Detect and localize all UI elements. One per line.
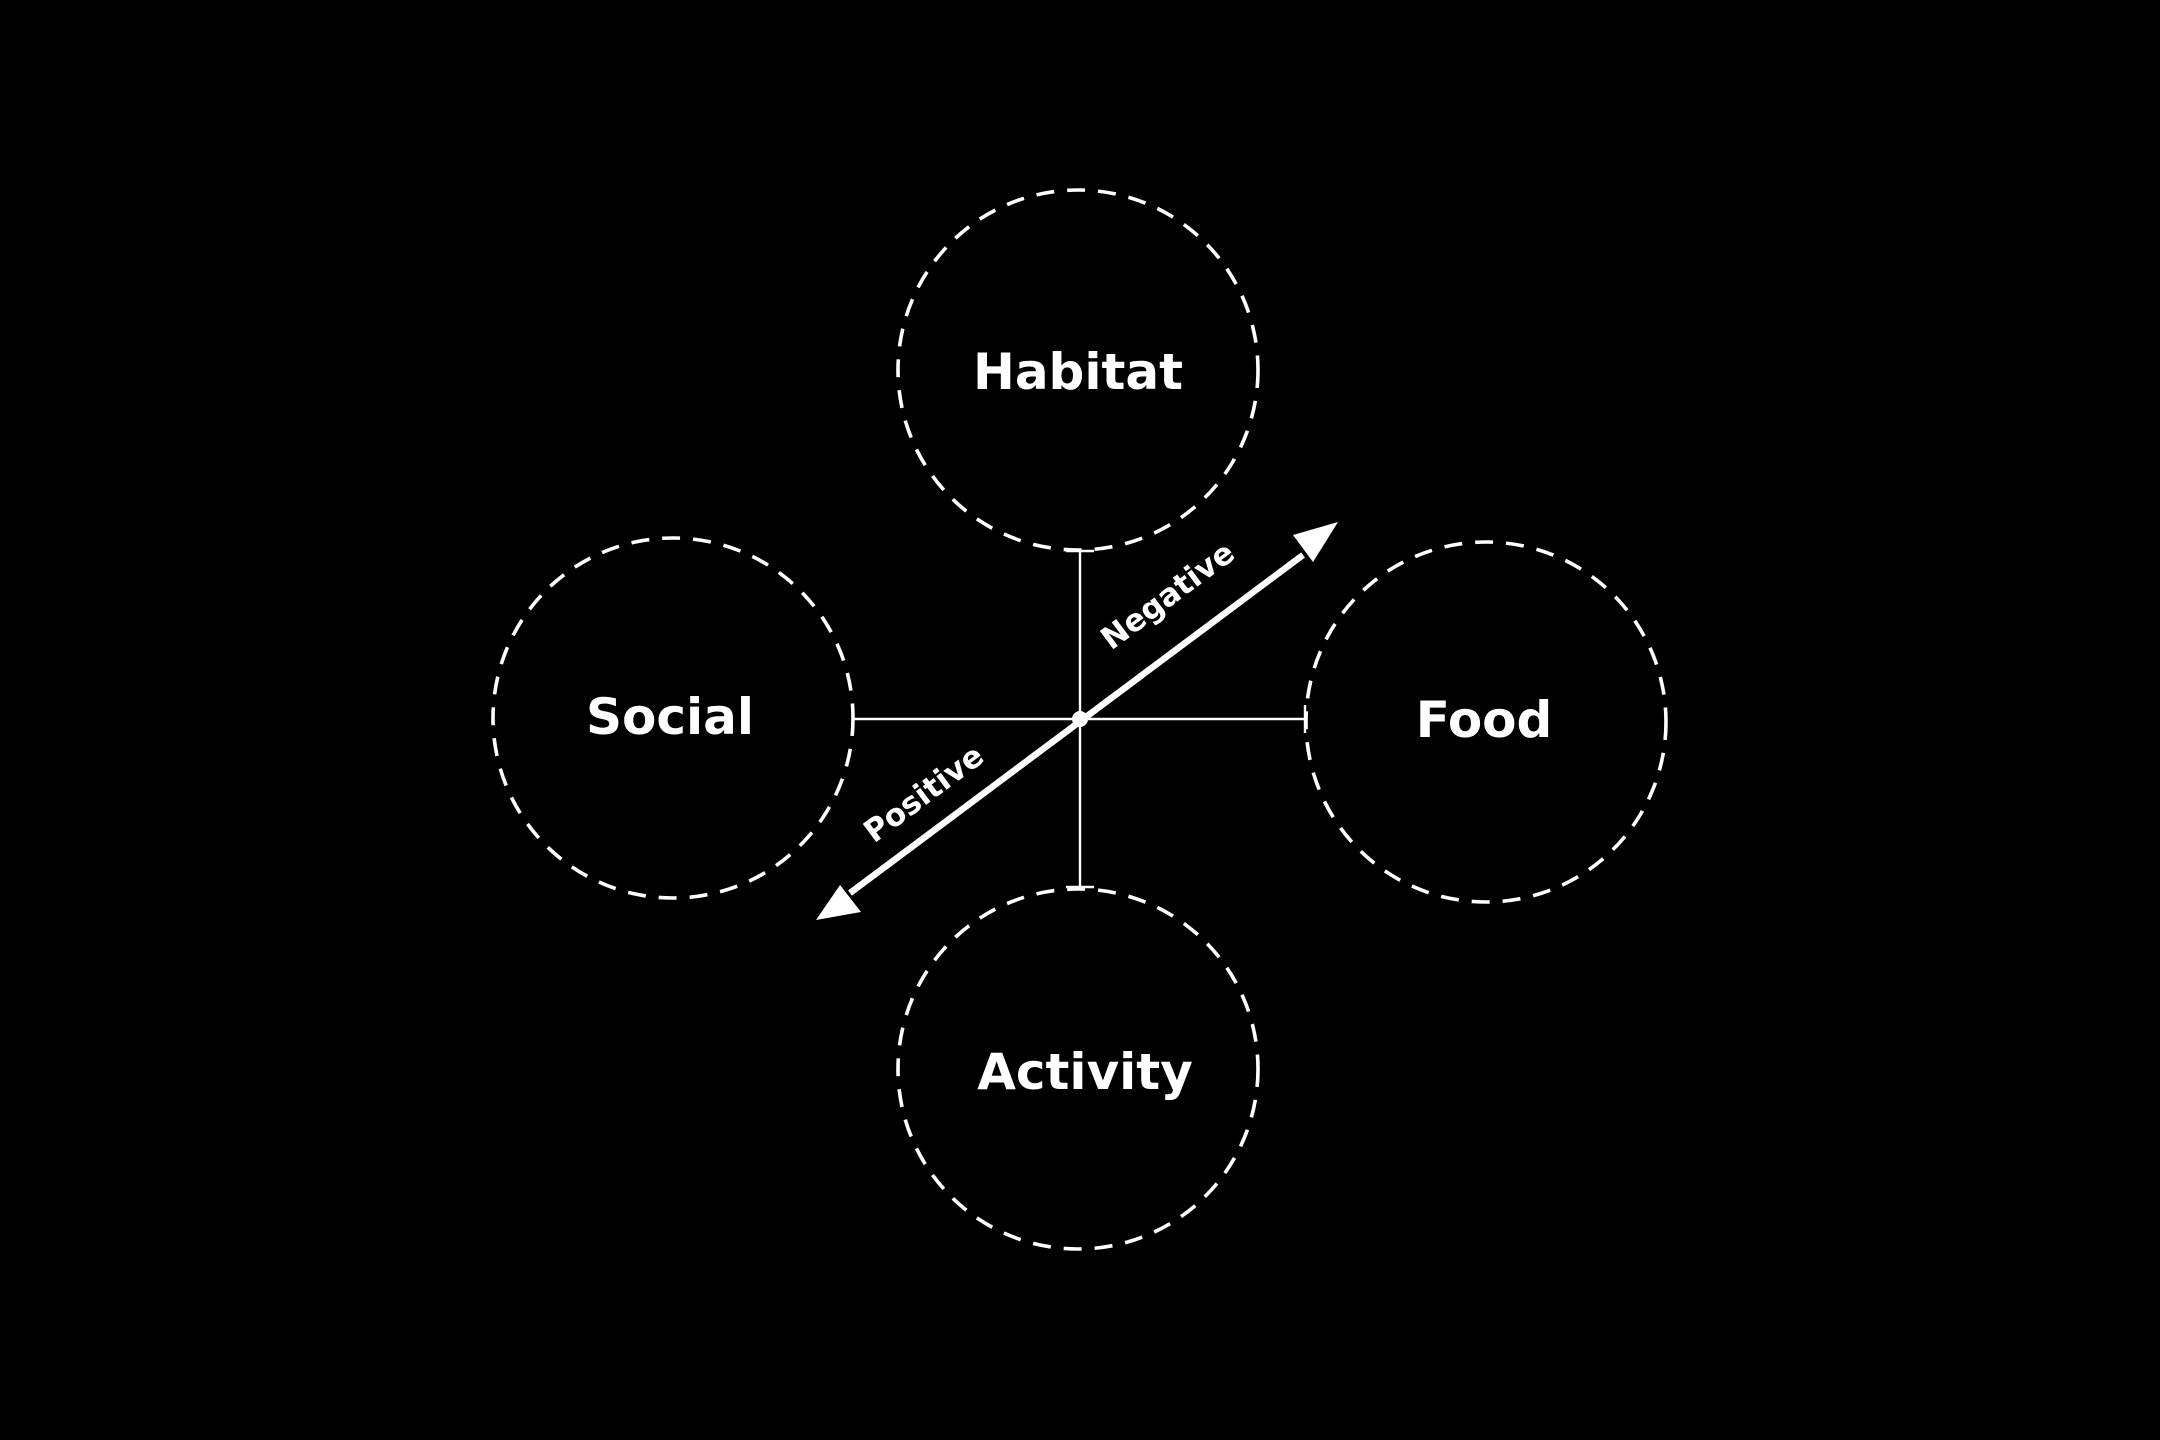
food-node-circle [1304,540,1668,904]
diagonal-arrow [816,522,1338,920]
social-node-circle [491,536,855,900]
food-label: Food [1416,691,1553,749]
negative-axis-label: Negative [1094,535,1241,658]
activity-node-circle [896,887,1260,1251]
arrow-head-positive [816,885,861,920]
positive-axis-label: Positive [857,738,991,850]
center-dot [1072,711,1088,727]
habitat-label: Habitat [973,343,1183,401]
arrow-head-negative [1293,522,1338,562]
activity-label: Activity [977,1043,1193,1101]
habitat-node-circle [896,188,1260,552]
social-label: Social [586,688,754,746]
